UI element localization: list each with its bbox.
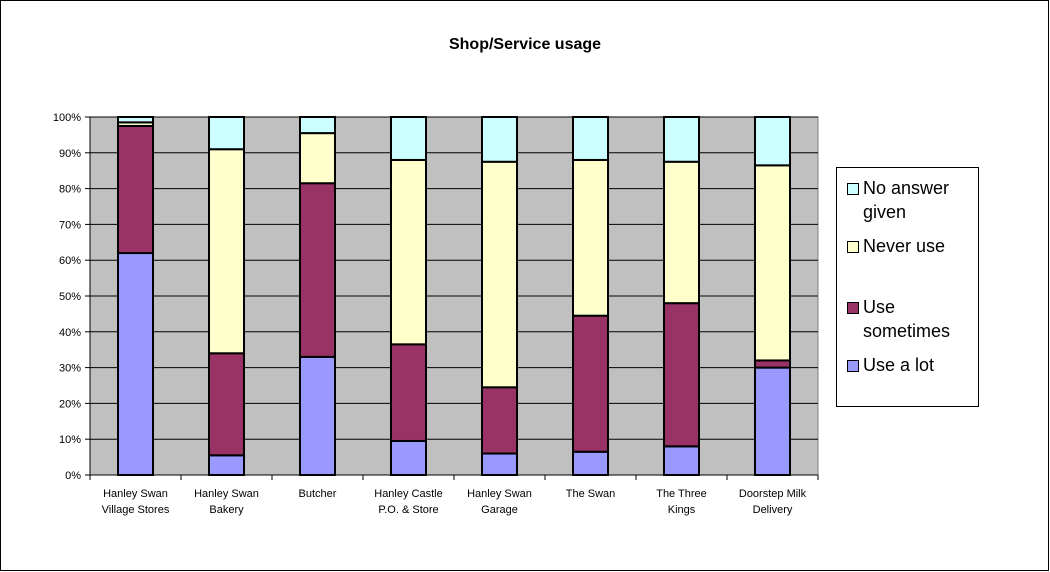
bar-segment-never-use: [208, 148, 245, 355]
bar-segment-no-answer-given: [754, 116, 791, 167]
bar-segment-no-answer-given: [208, 116, 245, 151]
legend-item-use-a-lot: Use a lot: [847, 353, 934, 377]
y-tick-label: 10%: [59, 434, 81, 446]
bar-segment-use-sometimes: [481, 386, 518, 455]
bar-segment-never-use: [572, 158, 609, 317]
legend-label-use-sometimes: Use sometimes: [863, 297, 951, 341]
legend-item-never-use: Never use: [847, 234, 945, 258]
y-tick-label: 30%: [59, 363, 81, 375]
y-tick-label: 50%: [59, 291, 81, 303]
bar-segment-use-a-lot: [299, 355, 336, 476]
bar-segment-never-use: [390, 158, 427, 346]
category-label: Hanley Swan Village Stores: [102, 488, 170, 516]
category-label: Hanley Swan Bakery: [194, 488, 259, 516]
bar-segment-use-sometimes: [390, 343, 427, 442]
y-tick-label: 90%: [59, 148, 81, 160]
bar-segment-no-answer-given: [117, 116, 154, 124]
y-tick-label: 80%: [59, 184, 81, 196]
bar-segment-never-use: [299, 132, 336, 185]
category-label: The Swan: [566, 488, 616, 500]
bar-segment-use-a-lot: [208, 454, 245, 476]
bar-segment-use-a-lot: [117, 252, 154, 476]
bar-segment-no-answer-given: [572, 116, 609, 161]
legend-swatch-never-use: [847, 241, 859, 253]
legend-label-no-answer: No answer given: [863, 178, 950, 222]
legend-item-use-sometimes: Use sometimes: [847, 295, 950, 343]
bar-segment-use-sometimes: [208, 352, 245, 457]
legend-swatch-no-answer: [847, 183, 859, 195]
bar-segment-use-a-lot: [390, 439, 427, 476]
category-label: Hanley Swan Garage: [467, 488, 532, 516]
category-label: The Three Kings: [656, 488, 707, 516]
legend-label-never-use: Never use: [863, 236, 946, 256]
y-tick-label: 60%: [59, 255, 81, 267]
y-tick-label: 20%: [59, 398, 81, 410]
legend-item-no-answer: No answer given: [847, 176, 949, 224]
y-tick-label: 70%: [59, 219, 81, 231]
legend: No answer given Never use Use sometimes …: [836, 167, 979, 407]
y-tick-label: 100%: [53, 112, 81, 124]
bar-segment-use-a-lot: [481, 452, 518, 476]
bar-segment-use-sometimes: [754, 359, 791, 369]
bar-segment-use-sometimes: [299, 182, 336, 358]
category-label: Butcher: [299, 488, 337, 500]
bar-segment-use-a-lot: [572, 450, 609, 477]
chart-title: Shop/Service usage: [448, 36, 602, 53]
bar-segment-use-sometimes: [663, 302, 700, 448]
category-label: Doorstep Milk Delivery: [739, 488, 807, 516]
y-tick-label: 0%: [65, 470, 81, 482]
bar-segment-use-a-lot: [663, 445, 700, 476]
bar-segment-no-answer-given: [390, 116, 427, 161]
legend-label-use-a-lot: Use a lot: [863, 355, 935, 375]
legend-swatch-use-a-lot: [847, 360, 859, 372]
legend-swatch-use-sometimes: [847, 302, 859, 314]
bar-segment-never-use: [663, 160, 700, 305]
bar-segment-use-a-lot: [754, 366, 791, 477]
bar-segment-no-answer-given: [299, 116, 336, 135]
bar-segment-no-answer-given: [663, 116, 700, 163]
bar-segment-no-answer-given: [481, 116, 518, 163]
bar-segment-never-use: [481, 160, 518, 389]
bar-segment-use-sometimes: [572, 314, 609, 453]
bar-segment-use-sometimes: [117, 124, 154, 255]
bar-segment-never-use: [754, 164, 791, 362]
y-tick-label: 40%: [59, 327, 81, 339]
category-label: Hanley Castle P.O. & Store: [374, 488, 442, 516]
